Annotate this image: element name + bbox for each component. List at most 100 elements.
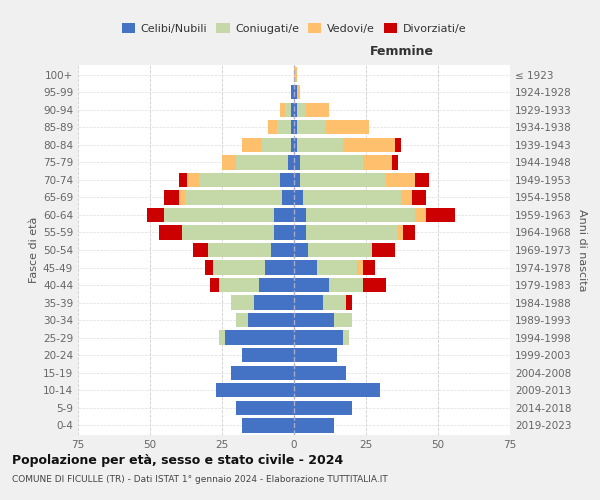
Bar bbox=[236, 400, 294, 415]
Bar bbox=[277, 120, 291, 134]
Bar bbox=[286, 102, 291, 117]
Bar bbox=[415, 172, 430, 187]
Bar bbox=[291, 102, 294, 117]
Bar bbox=[280, 172, 294, 187]
Bar bbox=[230, 296, 254, 310]
Bar bbox=[271, 243, 294, 257]
Bar bbox=[358, 260, 363, 274]
Bar bbox=[305, 226, 398, 239]
Text: Femmine: Femmine bbox=[370, 44, 434, 58]
Bar bbox=[179, 190, 185, 204]
Bar bbox=[262, 138, 291, 152]
Bar bbox=[386, 172, 415, 187]
Bar bbox=[265, 260, 294, 274]
Bar bbox=[205, 260, 214, 274]
Bar bbox=[283, 190, 294, 204]
Bar bbox=[308, 243, 372, 257]
Bar bbox=[294, 313, 334, 328]
Bar bbox=[248, 313, 294, 328]
Bar bbox=[294, 418, 334, 432]
Bar bbox=[291, 85, 294, 100]
Bar bbox=[297, 85, 300, 100]
Bar bbox=[317, 260, 358, 274]
Bar bbox=[164, 190, 179, 204]
Bar bbox=[363, 278, 386, 292]
Bar bbox=[415, 208, 427, 222]
Bar bbox=[294, 383, 380, 398]
Bar bbox=[208, 243, 271, 257]
Bar bbox=[268, 120, 277, 134]
Bar bbox=[158, 226, 182, 239]
Bar bbox=[326, 120, 369, 134]
Bar bbox=[242, 348, 294, 362]
Bar bbox=[294, 366, 346, 380]
Bar bbox=[395, 138, 401, 152]
Bar bbox=[323, 296, 346, 310]
Bar bbox=[294, 138, 297, 152]
Bar bbox=[291, 120, 294, 134]
Bar bbox=[300, 155, 363, 170]
Bar bbox=[398, 226, 403, 239]
Bar bbox=[236, 313, 248, 328]
Bar bbox=[294, 190, 302, 204]
Bar bbox=[219, 330, 225, 345]
Bar bbox=[294, 208, 305, 222]
Bar bbox=[346, 296, 352, 310]
Bar bbox=[343, 330, 349, 345]
Bar bbox=[305, 102, 329, 117]
Text: Popolazione per età, sesso e stato civile - 2024: Popolazione per età, sesso e stato civil… bbox=[12, 454, 343, 467]
Bar bbox=[288, 155, 294, 170]
Bar bbox=[291, 138, 294, 152]
Bar bbox=[147, 208, 164, 222]
Bar bbox=[403, 226, 415, 239]
Bar bbox=[179, 172, 187, 187]
Bar bbox=[211, 278, 219, 292]
Bar bbox=[294, 296, 323, 310]
Bar bbox=[274, 208, 294, 222]
Bar bbox=[392, 155, 398, 170]
Legend: Celibi/Nubili, Coniugati/e, Vedovi/e, Divorziati/e: Celibi/Nubili, Coniugati/e, Vedovi/e, Di… bbox=[118, 19, 470, 38]
Bar bbox=[242, 138, 262, 152]
Bar bbox=[294, 120, 297, 134]
Bar bbox=[182, 226, 274, 239]
Bar bbox=[297, 120, 326, 134]
Bar bbox=[363, 260, 374, 274]
Bar bbox=[427, 208, 455, 222]
Bar bbox=[259, 278, 294, 292]
Bar bbox=[294, 330, 343, 345]
Bar bbox=[185, 190, 283, 204]
Bar bbox=[216, 383, 294, 398]
Bar bbox=[236, 155, 288, 170]
Bar bbox=[193, 243, 208, 257]
Bar bbox=[294, 85, 297, 100]
Bar bbox=[222, 155, 236, 170]
Bar bbox=[199, 172, 280, 187]
Bar bbox=[164, 208, 274, 222]
Y-axis label: Fasce di età: Fasce di età bbox=[29, 217, 39, 283]
Bar bbox=[294, 278, 329, 292]
Bar bbox=[225, 330, 294, 345]
Bar bbox=[294, 400, 352, 415]
Bar bbox=[294, 348, 337, 362]
Bar bbox=[334, 313, 352, 328]
Bar bbox=[219, 278, 259, 292]
Bar bbox=[401, 190, 412, 204]
Bar bbox=[297, 138, 343, 152]
Bar bbox=[305, 208, 415, 222]
Bar bbox=[294, 243, 308, 257]
Bar bbox=[294, 102, 297, 117]
Bar bbox=[280, 102, 286, 117]
Bar bbox=[294, 68, 297, 82]
Y-axis label: Anni di nascita: Anni di nascita bbox=[577, 209, 587, 291]
Bar bbox=[343, 138, 395, 152]
Bar bbox=[294, 155, 300, 170]
Bar bbox=[254, 296, 294, 310]
Bar bbox=[363, 155, 392, 170]
Bar bbox=[214, 260, 265, 274]
Bar bbox=[274, 226, 294, 239]
Bar bbox=[230, 366, 294, 380]
Bar bbox=[300, 172, 386, 187]
Bar bbox=[329, 278, 363, 292]
Bar bbox=[187, 172, 199, 187]
Bar bbox=[242, 418, 294, 432]
